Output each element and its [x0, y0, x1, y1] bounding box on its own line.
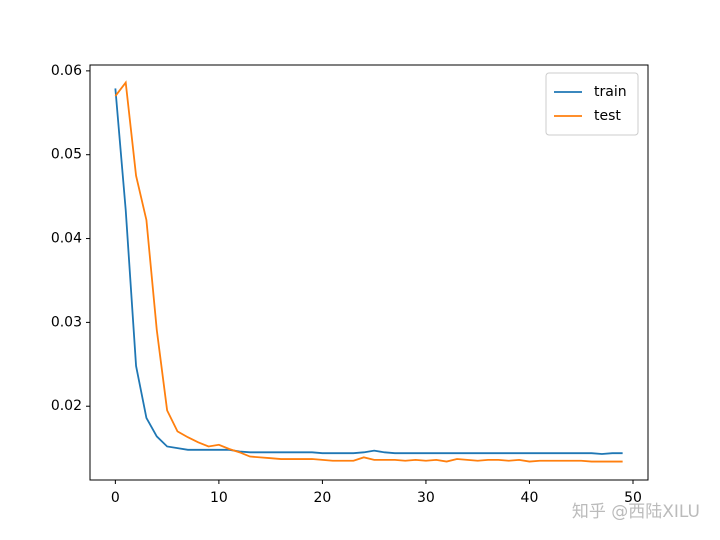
legend-box	[545, 72, 639, 136]
y-tick-label: 0.03	[51, 314, 82, 330]
legend-label: test	[594, 108, 621, 124]
plot-frame	[89, 64, 649, 481]
x-tick-label: 20	[313, 490, 331, 506]
y-tick-label: 0.04	[51, 231, 82, 247]
legend-label: train	[594, 84, 627, 100]
y-tick-label: 0.06	[51, 63, 82, 79]
y-tick-label: 0.02	[51, 398, 82, 414]
line	[114, 80, 623, 463]
x-tick-label: 50	[624, 490, 642, 506]
x-tick-label: 40	[521, 490, 539, 506]
x-tick-label: 0	[111, 490, 120, 506]
watermark: 知乎 @西陆XILU	[572, 502, 700, 522]
x-tick-label: 30	[417, 490, 435, 506]
y-tick-label: 0.05	[51, 147, 82, 163]
x-tick-label: 10	[210, 490, 228, 506]
line	[114, 88, 623, 455]
